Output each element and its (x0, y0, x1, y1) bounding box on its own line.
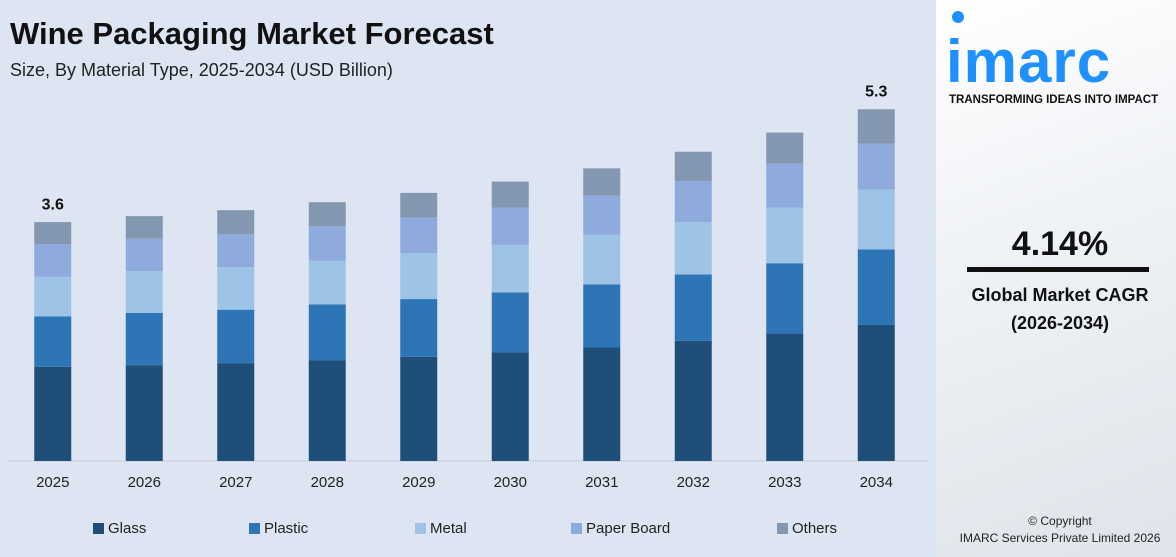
legend-label: Glass (108, 520, 146, 537)
bar-segment (674, 222, 712, 275)
x-tick-label: 2031 (585, 474, 618, 491)
side-panel: imarc TRANSFORMING IDEAS INTO IMPACT 4.1… (936, 0, 1176, 557)
company: IMARC Services Private Limited 2026 (960, 531, 1161, 545)
bar-segment (34, 243, 72, 277)
copyright: © Copyright (1028, 514, 1092, 528)
bar-segment (400, 253, 438, 300)
chart: Wine Packaging Market Forecast Size, By … (8, 16, 928, 537)
cagr-rule (967, 267, 1149, 272)
bar-segment (674, 151, 712, 181)
bar-segment (766, 163, 804, 208)
bar-segment (766, 263, 804, 334)
bar-segment (308, 304, 346, 361)
bar-segment (583, 284, 621, 348)
bar-segment (34, 276, 72, 317)
bar-segment (766, 132, 804, 164)
chart-title: Wine Packaging Market Forecast (10, 16, 494, 51)
bar-segment (125, 216, 163, 239)
bar-segment (217, 234, 255, 268)
x-tick-label: 2027 (219, 474, 252, 491)
legend-swatch (249, 523, 260, 534)
bar-segment (674, 274, 712, 341)
x-tick-label: 2026 (128, 474, 161, 491)
bar-segment (491, 352, 529, 461)
x-tick-label: 2030 (494, 474, 527, 491)
bar-segment (125, 271, 163, 314)
bar-segment (217, 363, 255, 461)
x-tick-label: 2029 (402, 474, 435, 491)
side-graphic: imarc TRANSFORMING IDEAS INTO IMPACT 4.1… (946, 11, 1161, 545)
bar-segment (308, 360, 346, 461)
cagr-label: Global Market CAGR (971, 285, 1148, 305)
logo-dot (952, 11, 964, 23)
bar-segment (583, 195, 621, 235)
legend-swatch (571, 523, 582, 534)
bar-segment (34, 366, 72, 461)
bar-segment (857, 189, 895, 250)
bar-segment (583, 347, 621, 461)
bar-segment (400, 299, 438, 357)
bar-segment (857, 324, 895, 461)
legend-swatch (93, 523, 104, 534)
bar-segment (491, 181, 529, 208)
bar-segment (674, 340, 712, 461)
bar-segment (217, 309, 255, 364)
bar-segment (308, 260, 346, 305)
bar-segment (857, 143, 895, 190)
bar-segment (766, 333, 804, 461)
bar-segment (583, 168, 621, 196)
x-tick-label: 2028 (311, 474, 344, 491)
x-tick-label: 2032 (677, 474, 710, 491)
legend-swatch (777, 523, 788, 534)
bar-segment (491, 207, 529, 245)
tagline: TRANSFORMING IDEAS INTO IMPACT (949, 94, 1158, 106)
bar-segment (125, 238, 163, 272)
legend-label: Metal (430, 520, 467, 537)
bar-segment (674, 180, 712, 223)
legend-label: Others (792, 520, 837, 537)
bar-segment (491, 244, 529, 293)
bar-segment (400, 356, 438, 461)
legend-label: Paper Board (586, 520, 670, 537)
chart-subtitle: Size, By Material Type, 2025-2034 (USD B… (10, 60, 393, 80)
bar-segment (34, 222, 72, 244)
cagr-value: 4.14% (1012, 225, 1108, 263)
bar-segment (400, 192, 438, 218)
logo: imarc (946, 28, 1111, 95)
bar-segment (857, 109, 895, 144)
x-tick-label: 2025 (36, 474, 69, 491)
bar-segment (125, 365, 163, 461)
total-label: 5.3 (865, 83, 887, 100)
bar-segment (308, 202, 346, 227)
bar-segment (217, 210, 255, 235)
bar-segment (125, 313, 163, 366)
cagr-period: (2026-2034) (1011, 313, 1109, 333)
bar-segment (857, 249, 895, 325)
bar-segment (308, 226, 346, 261)
bar-segment (583, 234, 621, 285)
bar-segment (34, 316, 72, 367)
legend-label: Plastic (264, 520, 309, 537)
x-tick-label: 2034 (860, 474, 893, 491)
total-label: 3.6 (42, 196, 64, 213)
bar-segment (217, 267, 255, 310)
bar-segment (766, 207, 804, 264)
x-tick-label: 2033 (768, 474, 801, 491)
bar-segment (400, 217, 438, 254)
legend-swatch (415, 523, 426, 534)
bar-segment (491, 292, 529, 353)
